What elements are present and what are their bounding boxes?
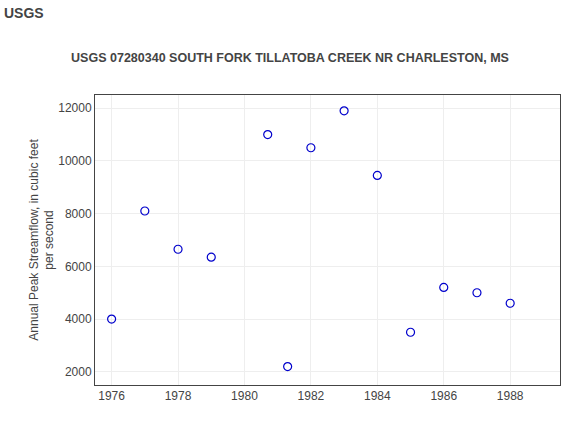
svg-text:1982: 1982 [298,389,325,403]
svg-text:1984: 1984 [364,389,391,403]
svg-text:8000: 8000 [65,207,92,221]
svg-text:1976: 1976 [98,389,125,403]
svg-text:USGS: USGS [4,5,44,21]
svg-text:1978: 1978 [165,389,192,403]
svg-text:4000: 4000 [65,312,92,326]
svg-text:2000: 2000 [65,365,92,379]
svg-text:10000: 10000 [58,154,92,168]
svg-text:1986: 1986 [430,389,457,403]
svg-text:Annual Peak Streamflow, in cub: Annual Peak Streamflow, in cubic feetper… [27,139,57,341]
svg-text:1980: 1980 [231,389,258,403]
svg-text:6000: 6000 [65,260,92,274]
svg-text:USGS 07280340 SOUTH FORK TILLA: USGS 07280340 SOUTH FORK TILLATOBA CREEK… [71,51,509,65]
svg-text:12000: 12000 [58,101,92,115]
svg-text:1988: 1988 [497,389,524,403]
